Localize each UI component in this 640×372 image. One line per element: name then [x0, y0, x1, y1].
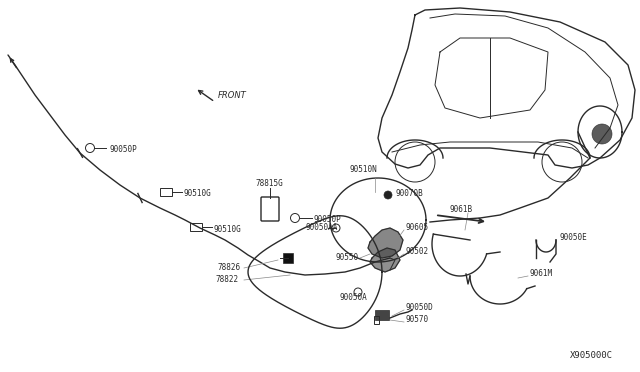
- Text: 90605: 90605: [406, 224, 429, 232]
- Text: 9061B: 9061B: [450, 205, 473, 215]
- Text: 90050AA: 90050AA: [305, 224, 337, 232]
- Text: 78826: 78826: [218, 263, 241, 273]
- Text: 78815G: 78815G: [256, 180, 284, 189]
- Bar: [374, 316, 379, 324]
- Circle shape: [384, 191, 392, 199]
- Text: 90510G: 90510G: [214, 224, 242, 234]
- Bar: [375, 310, 389, 320]
- Bar: [283, 253, 293, 263]
- Text: 78822: 78822: [215, 276, 238, 285]
- Text: X905000C: X905000C: [570, 351, 613, 360]
- Text: 90050D: 90050D: [406, 304, 434, 312]
- Text: 90050A: 90050A: [340, 294, 368, 302]
- Circle shape: [592, 124, 612, 144]
- Text: 90050P: 90050P: [110, 145, 138, 154]
- Text: 90510G: 90510G: [184, 189, 212, 199]
- Text: FRONT: FRONT: [218, 91, 247, 100]
- Text: 90050P: 90050P: [314, 215, 342, 224]
- Text: 90550: 90550: [336, 253, 359, 263]
- Text: 90510N: 90510N: [350, 166, 378, 174]
- Text: 90502: 90502: [406, 247, 429, 257]
- Text: 90070B: 90070B: [396, 189, 424, 199]
- Text: 90570: 90570: [406, 315, 429, 324]
- Polygon shape: [370, 248, 400, 272]
- Polygon shape: [368, 228, 403, 258]
- Text: 90050E: 90050E: [560, 234, 588, 243]
- Text: 9061M: 9061M: [530, 269, 553, 279]
